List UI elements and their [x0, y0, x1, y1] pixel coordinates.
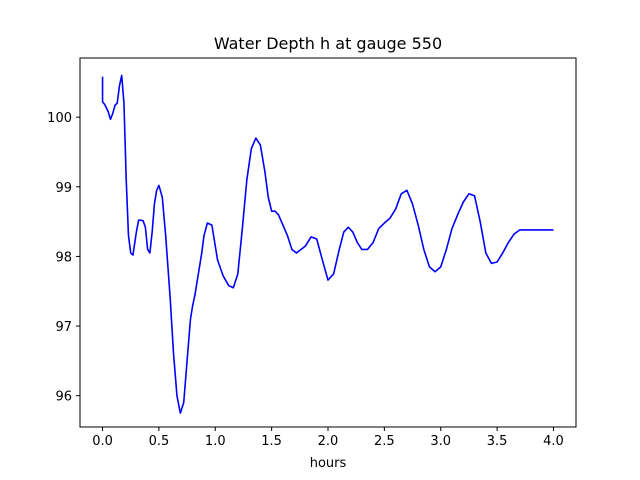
x-tick-label: 0.5 [149, 434, 170, 449]
y-tick-label: 99 [55, 181, 72, 196]
x-tick-label: 1.0 [205, 434, 226, 449]
y-tick-label: 96 [55, 390, 72, 405]
series-line-0 [101, 74, 554, 414]
y-axis: 96 97 98 99 100 [47, 111, 80, 405]
y-tick-label: 100 [47, 111, 72, 126]
x-axis: 0.0 0.5 1.0 1.5 2.0 2.5 3.0 3.5 4.0 [92, 427, 564, 449]
x-tick-label: 2.5 [374, 434, 395, 449]
y-tick-label: 97 [55, 320, 72, 335]
x-axis-label: hours [310, 456, 347, 471]
x-tick-label: 4.0 [543, 434, 564, 449]
x-tick-label: 1.5 [261, 434, 282, 449]
x-tick-label: 3.5 [487, 434, 508, 449]
chart-title: Water Depth h at gauge 550 [214, 34, 442, 53]
axes-frame [79, 57, 577, 428]
plot-area [101, 74, 554, 414]
x-tick-label: 0.0 [92, 434, 113, 449]
x-tick-label: 3.0 [430, 434, 451, 449]
y-tick-label: 98 [55, 250, 72, 265]
x-tick-label: 2.0 [318, 434, 339, 449]
